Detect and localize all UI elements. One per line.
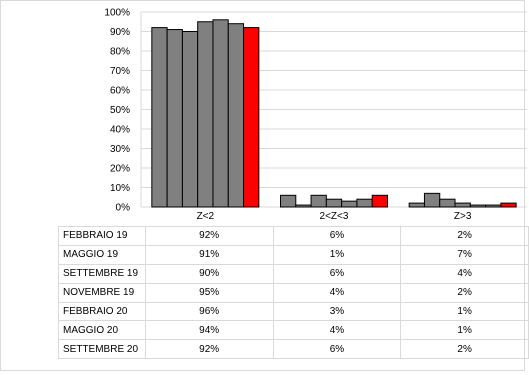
value-cell: 4% (400, 263, 529, 284)
bar (500, 202, 517, 208)
series-label: MAGGIO 19 (58, 244, 146, 265)
table-row: MAGGIO 19 91% 1% 7% (58, 244, 529, 265)
value-cell: 2% (400, 339, 529, 360)
bar (295, 204, 312, 208)
y-tick-label: 60% (110, 86, 130, 97)
y-tick-label: 0% (116, 203, 131, 214)
value-cell: 91% (144, 244, 274, 265)
value-cell: 90% (144, 263, 274, 284)
series-label: SETTEMBRE 19 (58, 263, 146, 284)
series-label: MAGGIO 20 (58, 320, 146, 341)
data-table: FEBBRAIO 19 92% 6% 2% MAGGIO 19 91% 1% 7% SETTEM… (58, 226, 529, 360)
bar (341, 200, 358, 208)
value-cell: 4% (272, 320, 402, 341)
bar (197, 21, 214, 208)
y-tick-label: 80% (110, 47, 130, 58)
value-cell: 6% (272, 226, 402, 246)
bar (371, 194, 389, 208)
y-tick-label: 90% (110, 27, 130, 38)
value-cell: 7% (400, 244, 529, 265)
y-tick-label: 20% (110, 164, 130, 175)
series-label: FEBBRAIO 20 (58, 301, 146, 322)
bar (485, 204, 502, 208)
value-cell: 95% (144, 282, 274, 303)
bar (408, 202, 425, 208)
value-cell: 2% (400, 226, 529, 246)
table-row: FEBBRAIO 19 92% 6% 2% (58, 226, 529, 246)
bar (310, 194, 327, 208)
bar (469, 204, 487, 208)
x-category-label: 2<Z<3 (320, 211, 349, 222)
table-row: SETTEMBRE 19 90% 6% 4% (58, 263, 529, 284)
bar (439, 198, 456, 208)
value-cell: 1% (272, 244, 402, 265)
value-cell: 96% (144, 301, 274, 322)
value-cell: 4% (272, 282, 402, 303)
bar (227, 23, 245, 208)
x-category-label: Z<2 (197, 211, 215, 222)
bar (454, 202, 471, 208)
bar (212, 19, 229, 208)
bar (151, 27, 168, 208)
value-cell: 94% (144, 320, 274, 341)
table-row: MAGGIO 20 94% 4% 1% (58, 320, 529, 341)
bar (325, 198, 343, 208)
value-cell: 3% (272, 301, 402, 322)
y-tick-label: 40% (110, 125, 130, 136)
y-tick-label: 30% (110, 144, 130, 155)
x-category-label: Z>3 (454, 211, 472, 222)
value-cell: 1% (400, 301, 529, 322)
value-cell: 6% (272, 263, 402, 284)
table-row: SETTEMBRE 20 92% 6% 2% (58, 339, 529, 360)
series-label: FEBBRAIO 19 (58, 226, 146, 246)
bar (423, 192, 441, 208)
y-tick-label: 50% (110, 105, 130, 116)
bar (166, 29, 183, 208)
value-cell: 2% (400, 282, 529, 303)
table-row: NOVEMBRE 19 95% 4% 2% (58, 282, 529, 303)
value-cell: 92% (144, 226, 274, 246)
table-row: FEBBRAIO 20 96% 3% 1% (58, 301, 529, 322)
series-label: NOVEMBRE 19 (58, 282, 146, 303)
y-tick-label: 100% (104, 8, 130, 19)
y-tick-label: 70% (110, 66, 130, 77)
bar (181, 31, 199, 208)
value-cell: 1% (400, 320, 529, 341)
y-tick-label: 10% (110, 183, 130, 194)
bar (356, 198, 373, 208)
value-cell: 6% (272, 339, 402, 360)
bar (280, 194, 297, 208)
value-cell: 92% (144, 339, 274, 360)
series-label: SETTEMBRE 20 (58, 339, 146, 360)
bar (243, 27, 260, 208)
